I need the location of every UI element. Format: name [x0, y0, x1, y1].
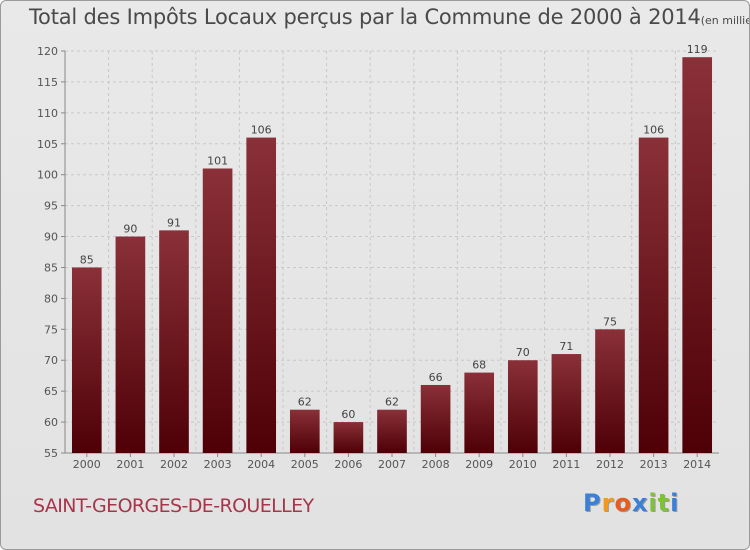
value-label: 71	[559, 340, 573, 353]
bar-2007	[377, 409, 407, 453]
y-tick-label: 65	[44, 385, 58, 398]
logo-letter: o	[614, 489, 632, 517]
x-tick-label: 2007	[378, 458, 406, 471]
logo-letter: P	[583, 489, 602, 517]
bar-2013	[638, 137, 669, 454]
value-label: 119	[687, 43, 708, 56]
bar-2001	[115, 236, 146, 453]
x-tick-label: 2014	[683, 458, 711, 471]
bars	[71, 57, 713, 454]
value-label: 62	[385, 396, 399, 409]
value-label: 106	[251, 124, 272, 137]
value-label: 60	[341, 408, 355, 421]
y-tick-label: 85	[44, 261, 58, 274]
y-tick-label: 100	[37, 169, 58, 182]
value-label: 62	[298, 396, 312, 409]
value-label: 66	[429, 371, 443, 384]
value-label: 68	[472, 359, 486, 372]
x-tick-label: 2011	[552, 458, 580, 471]
chart-title-unit: (en milliers d'€)	[700, 14, 749, 27]
value-label: 85	[80, 253, 94, 266]
y-tick-label: 70	[44, 354, 58, 367]
logo-letter: i	[670, 489, 680, 517]
value-label: 91	[167, 216, 181, 229]
x-tick-label: 2010	[509, 458, 537, 471]
value-label: 70	[516, 346, 530, 359]
y-tick-label: 120	[37, 45, 58, 58]
bar-2003	[202, 168, 233, 453]
x-tick-label: 2013	[640, 458, 668, 471]
bar-2002	[159, 230, 189, 453]
x-tick-label: 2004	[247, 458, 275, 471]
bar-2011	[551, 354, 582, 453]
y-tick-label: 90	[44, 231, 58, 244]
value-label: 75	[603, 315, 617, 328]
value-label: 106	[643, 124, 664, 137]
bar-2010	[507, 360, 538, 453]
bar-2005	[289, 409, 320, 453]
bar-2004	[246, 137, 277, 454]
x-tick-label: 2012	[596, 458, 624, 471]
x-tick-label: 2005	[291, 458, 319, 471]
bar-2008	[420, 384, 451, 453]
y-tick-label: 95	[44, 200, 58, 213]
x-tick-label: 2003	[204, 458, 232, 471]
logo-letter: i	[648, 489, 658, 517]
labels: 55 60 65 70 75 80 85 90 95 100 105 110 115 120 85 2000 9…	[37, 43, 711, 471]
x-tick-label: 2000	[73, 458, 101, 471]
y-tick-label: 105	[37, 138, 58, 151]
value-label: 90	[123, 223, 137, 236]
bar-2012	[595, 329, 625, 453]
chart-title: Total des Impôts Locaux perçus par la Co…	[29, 5, 749, 29]
logo-letter: x	[631, 489, 649, 517]
x-tick-label: 2009	[465, 458, 493, 471]
x-tick-label: 2006	[334, 458, 362, 471]
y-tick-label: 115	[37, 76, 58, 89]
commune-name: SAINT-GEORGES-DE-ROUELLEY	[33, 495, 314, 517]
y-tick-label: 75	[44, 323, 58, 336]
bar-2014	[682, 57, 713, 453]
chart-title-main: Total des Impôts Locaux perçus par la Co…	[29, 5, 701, 29]
y-tick-label: 60	[44, 416, 58, 429]
logo-letter: t	[657, 489, 671, 517]
y-tick-label: 55	[44, 447, 58, 460]
x-tick-label: 2008	[422, 458, 450, 471]
logo-letter: r	[601, 489, 615, 517]
value-label: 101	[207, 155, 228, 168]
bar-2006	[333, 422, 364, 453]
bar-2000	[71, 267, 102, 453]
y-tick-label: 80	[44, 292, 58, 305]
proxiti-logo: Proxiti	[583, 489, 679, 517]
bar-2009	[464, 372, 495, 453]
x-tick-label: 2002	[160, 458, 188, 471]
x-tick-label: 2001	[116, 458, 144, 471]
y-tick-label: 110	[37, 107, 58, 120]
